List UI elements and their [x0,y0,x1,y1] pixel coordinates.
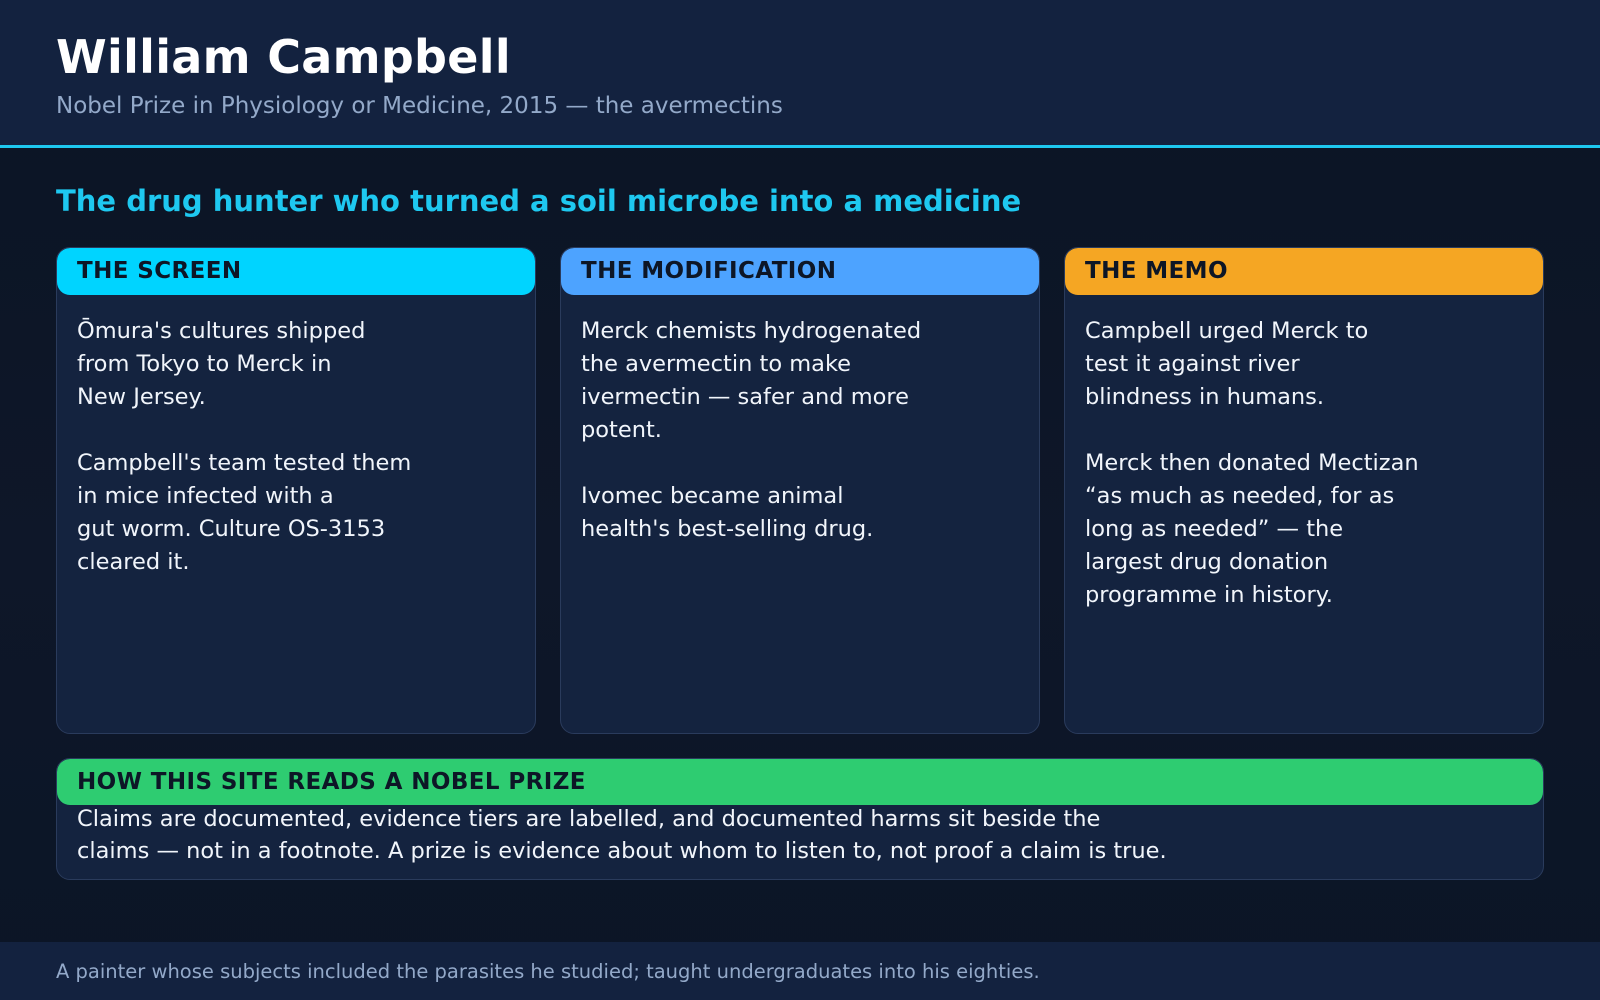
method-body: Claims are documented, evidence tiers ar… [77,806,1167,864]
card-body: Campbell urged Merck to test it against … [1085,318,1419,608]
card-the-memo: THE MEMO Campbell urged Merck to test it… [1064,247,1544,734]
page-footer: A painter whose subjects included the pa… [0,942,1600,1000]
footer-note: A painter whose subjects included the pa… [56,960,1040,983]
section-headline: The drug hunter who turned a soil microb… [56,184,1022,218]
card-heading: THE SCREEN [57,248,535,295]
page-title: William Campbell [56,30,511,84]
card-the-screen: THE SCREEN Ōmura's cultures shipped from… [56,247,536,734]
card-body: Merck chemists hydrogenated the avermect… [581,318,922,542]
card-the-modification: THE MODIFICATION Merck chemists hydrogen… [560,247,1040,734]
card-heading: THE MODIFICATION [561,248,1039,295]
method-panel: HOW THIS SITE READS A NOBEL PRIZE Claims… [56,758,1544,880]
page-subtitle: Nobel Prize in Physiology or Medicine, 2… [56,93,783,119]
page-header: William Campbell Nobel Prize in Physiolo… [0,0,1600,148]
card-heading: THE MEMO [1065,248,1543,295]
method-heading: HOW THIS SITE READS A NOBEL PRIZE [57,759,1543,805]
card-body: Ōmura's cultures shipped from Tokyo to M… [77,318,412,575]
